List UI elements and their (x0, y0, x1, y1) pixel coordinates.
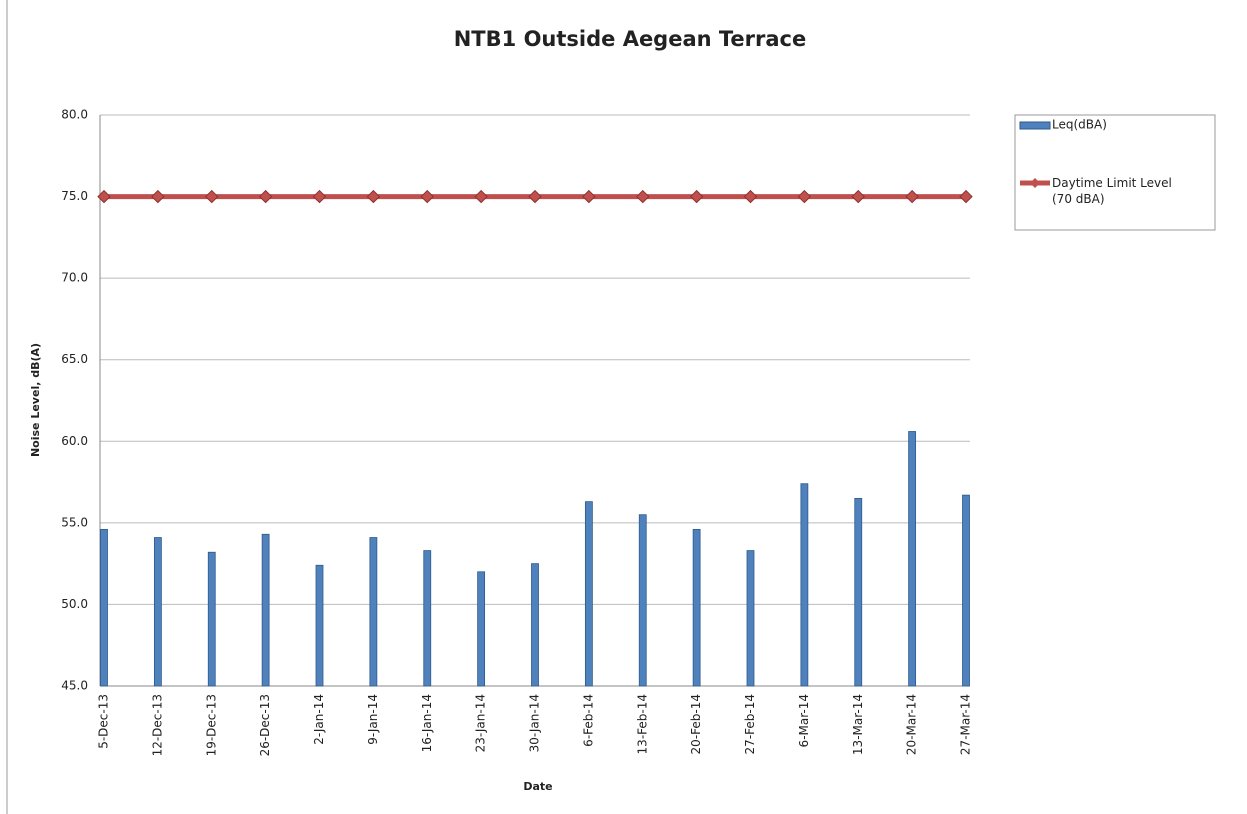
bar (638, 514, 647, 687)
bar (261, 533, 270, 687)
line-marker (636, 189, 650, 204)
bar (584, 501, 593, 687)
bar (962, 494, 970, 687)
y-tick-label: 75.0 (61, 189, 88, 203)
line-marker (97, 189, 111, 204)
x-tick-label: 12-Dec-13 (150, 694, 164, 756)
x-tick-label: 26-Dec-13 (258, 694, 272, 756)
y-tick-label: 55.0 (61, 515, 88, 529)
bar (908, 431, 917, 687)
legend-label: Leq(dBA) (1052, 118, 1107, 132)
legend-swatch (1019, 121, 1051, 130)
line-marker (366, 189, 381, 204)
bar (153, 537, 162, 687)
x-axis-label: Date (523, 780, 552, 793)
bar (800, 483, 809, 687)
line-marker (959, 189, 973, 204)
x-tick-label: 2-Jan-14 (312, 694, 326, 745)
bar (477, 571, 486, 687)
x-tick-label: 9-Jan-14 (366, 694, 380, 745)
y-axis-label: Noise Level, dB(A) (29, 343, 42, 457)
y-tick-label: 45.0 (61, 679, 88, 693)
x-tick-label: 16-Jan-14 (420, 694, 434, 752)
line-marker (528, 189, 542, 204)
y-tick-label: 65.0 (61, 352, 88, 366)
bar (100, 528, 108, 687)
x-tick-label: 13-Mar-14 (851, 694, 865, 755)
line-marker (905, 189, 919, 204)
line-marker (851, 189, 865, 204)
x-tick-label: 6-Feb-14 (581, 694, 595, 747)
x-tick-label: 20-Feb-14 (689, 694, 703, 754)
line-marker (258, 189, 273, 204)
x-tick-label: 6-Mar-14 (797, 694, 811, 747)
line-marker (797, 189, 812, 204)
line-marker (582, 189, 596, 204)
x-tick-label: 13-Feb-14 (635, 694, 649, 754)
x-tick-label: 20-Mar-14 (905, 694, 919, 755)
y-tick-label: 60.0 (61, 434, 88, 448)
bar (315, 564, 324, 687)
legend-label: Daytime Limit Level (70 dBA) (1052, 176, 1172, 206)
y-tick-label: 70.0 (61, 271, 88, 285)
line-marker (689, 189, 704, 204)
y-tick-label: 80.0 (61, 108, 88, 122)
bar (854, 497, 863, 687)
bar (207, 551, 216, 687)
line-marker (205, 189, 219, 204)
bar (531, 563, 539, 687)
bar (369, 537, 378, 687)
line-marker (420, 189, 434, 204)
chart-title: NTB1 Outside Aegean Terrace (454, 27, 807, 51)
x-tick-label: 27-Feb-14 (743, 694, 757, 754)
x-tick-label: 19-Dec-13 (204, 694, 218, 756)
bar (746, 550, 755, 687)
legend-box (1014, 114, 1216, 231)
x-tick-label: 30-Jan-14 (528, 694, 542, 752)
legend-marker (1030, 178, 1040, 188)
line-marker (312, 189, 327, 204)
line-marker (151, 189, 165, 204)
y-tick-label: 50.0 (61, 597, 88, 611)
line-marker (474, 189, 488, 204)
x-tick-label: 27-Mar-14 (959, 694, 973, 755)
x-tick-label: 23-Jan-14 (474, 694, 488, 752)
bar (692, 528, 701, 687)
x-tick-label: 5-Dec-13 (97, 694, 111, 749)
bar (423, 550, 432, 687)
line-marker (743, 189, 758, 204)
